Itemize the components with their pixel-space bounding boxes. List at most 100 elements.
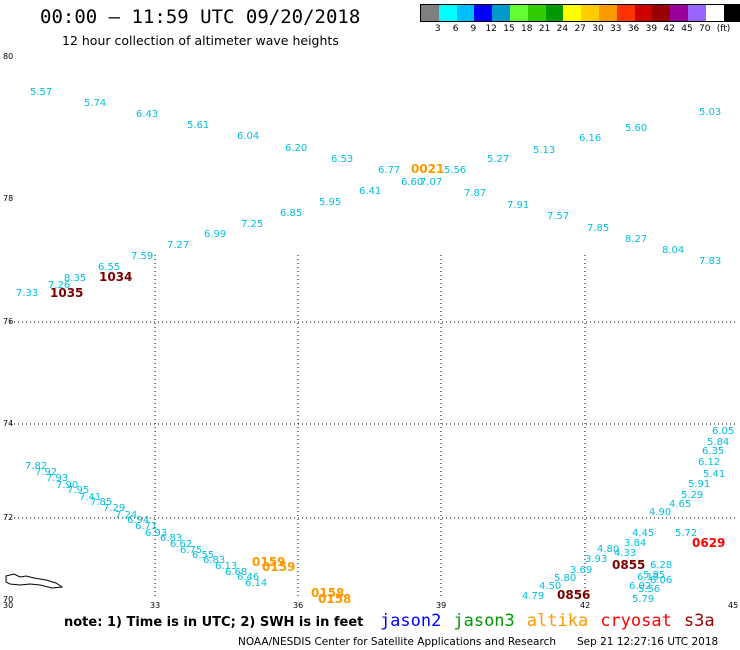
pass-time-label: 0855 — [612, 558, 646, 572]
wave-height-value: 7.59 — [131, 251, 154, 262]
color-legend: 3 6 9 12 15 18 21 24 27 30 33 36 39 42 45 70 (ft) — [420, 4, 740, 34]
pass-time-label: 0629 — [692, 536, 726, 550]
legend-label: 39 — [645, 24, 658, 34]
pass-time-label: 0856 — [557, 588, 591, 602]
wave-height-value: 7.83 — [699, 256, 722, 267]
legend-swatch — [598, 5, 617, 21]
legend-swatch — [670, 5, 688, 21]
wave-height-value: 5.03 — [699, 107, 722, 118]
wave-height-value: 6.77 — [378, 165, 401, 176]
wave-height-value: 7.95 — [67, 485, 90, 496]
wave-height-value: 6.20 — [285, 143, 308, 154]
legend-label: 45 — [681, 24, 693, 34]
latitude-label: 72 — [3, 513, 14, 522]
legend-label: 24 — [556, 24, 569, 34]
wave-height-value: 7.41 — [79, 492, 102, 503]
wave-height-value: 5.56 — [638, 584, 661, 595]
wave-height-value: 7.82 — [25, 461, 48, 472]
wave-height-value: 6.06 — [650, 575, 673, 586]
wave-height-value: 6.68 — [225, 567, 248, 578]
wave-height-value: 5.57 — [30, 87, 53, 98]
wave-height-value: 6.60 — [401, 177, 424, 188]
wave-height-value: 6.43 — [136, 109, 159, 120]
wave-height-value: 7.26 — [48, 280, 71, 291]
satellite-name: jason3 — [453, 611, 515, 631]
wave-height-value: 5.13 — [533, 145, 556, 156]
wave-height-value: 5.72 — [675, 528, 698, 539]
wave-height-value: 6.94 — [127, 515, 150, 526]
wave-height-value: 7.27 — [167, 240, 190, 251]
legend-swatch — [545, 5, 564, 21]
wave-height-value: 7.92 — [35, 467, 58, 478]
pass-time-label: 0159 — [262, 560, 296, 574]
legend-label: 12 — [485, 24, 497, 34]
wave-height-value: 7.90 — [56, 480, 79, 491]
longitude-label: 45 — [728, 601, 739, 610]
legend-label: 30 — [592, 24, 604, 34]
satellite-name: altika — [526, 611, 589, 631]
pass-time-label: 0158 — [311, 586, 345, 600]
wave-height-value: 6.14 — [245, 578, 268, 589]
wave-height-value: 7.25 — [241, 219, 264, 230]
wave-height-value: 4.50 — [539, 581, 562, 592]
legend-swatch — [652, 5, 671, 21]
latitude-label: 70 — [3, 595, 14, 604]
wave-height-value: 6.13 — [637, 572, 660, 583]
legend-label: 18 — [521, 24, 533, 34]
longitude-label: 30 — [3, 601, 14, 610]
longitude-label: 33 — [150, 601, 161, 610]
wave-height-value: 6.53 — [331, 154, 354, 165]
map-subtitle: 12 hour collection of altimeter wave hei… — [62, 33, 339, 48]
longitude-label: 36 — [293, 601, 304, 610]
wave-height-value: 7.85 — [587, 223, 610, 234]
wave-height-value: 5.41 — [703, 469, 726, 480]
legend-swatch — [421, 5, 439, 21]
wave-height-value: 4.80 — [597, 544, 620, 555]
legend-swatch — [723, 5, 740, 21]
wave-height-value: 6.83 — [160, 533, 183, 544]
legend-label: 15 — [503, 24, 515, 34]
wave-height-value: 7.91 — [507, 200, 530, 211]
legend-label: 6 — [452, 24, 459, 34]
wave-height-value: 5.85 — [643, 570, 666, 581]
wave-height-value: 6.02 — [629, 581, 652, 592]
wave-height-value: 6.71 — [135, 521, 158, 532]
pass-time-label: 1035 — [50, 286, 84, 300]
wave-height-value: 5.61 — [187, 120, 210, 131]
pass-time-label: 0021 — [411, 162, 445, 176]
wave-height-value: 6.55 — [98, 262, 121, 273]
latitude-label: 74 — [3, 419, 14, 428]
wave-height-value: 3.69 — [570, 565, 593, 576]
legend-swatch — [581, 5, 599, 21]
pass-time-label: 0158 — [318, 592, 352, 606]
wave-height-value: 5.84 — [707, 437, 730, 448]
latitude-label: 78 — [3, 194, 14, 203]
wave-height-value: 6.93 — [145, 528, 168, 539]
wave-height-value: 5.56 — [444, 165, 467, 176]
wave-height-value: 5.29 — [681, 490, 704, 501]
wave-height-value: 6.41 — [359, 186, 382, 197]
wave-height-value: 4.90 — [649, 507, 672, 518]
wave-height-value: 5.27 — [487, 154, 510, 165]
satellite-name: s3a — [683, 611, 715, 631]
legend-label: 9 — [470, 24, 477, 34]
satellite-name: jason2 — [379, 611, 442, 631]
legend-swatches — [420, 4, 740, 22]
wave-height-value: 7.57 — [547, 211, 570, 222]
wave-height-value: 6.85 — [280, 208, 303, 219]
wave-height-value: 6.13 — [215, 561, 238, 572]
legend-swatch — [509, 5, 528, 21]
legend-swatch — [474, 5, 493, 21]
legend-label: 3 — [434, 24, 441, 34]
wave-height-value: 6.99 — [204, 229, 227, 240]
wave-height-value: 7.93 — [46, 473, 69, 484]
legend-swatch — [438, 5, 457, 21]
wave-height-value: 7.33 — [16, 288, 39, 299]
wave-height-value: 6.75 — [180, 545, 203, 556]
wave-height-value: 7.24 — [115, 510, 138, 521]
credit-text: NOAA/NESDIS Center for Satellite Applica… — [238, 636, 556, 648]
wave-height-value: 5.60 — [625, 123, 648, 134]
legend-swatch — [687, 5, 706, 21]
wave-height-value: 5.91 — [688, 479, 711, 490]
wave-height-value: 7.07 — [420, 177, 443, 188]
